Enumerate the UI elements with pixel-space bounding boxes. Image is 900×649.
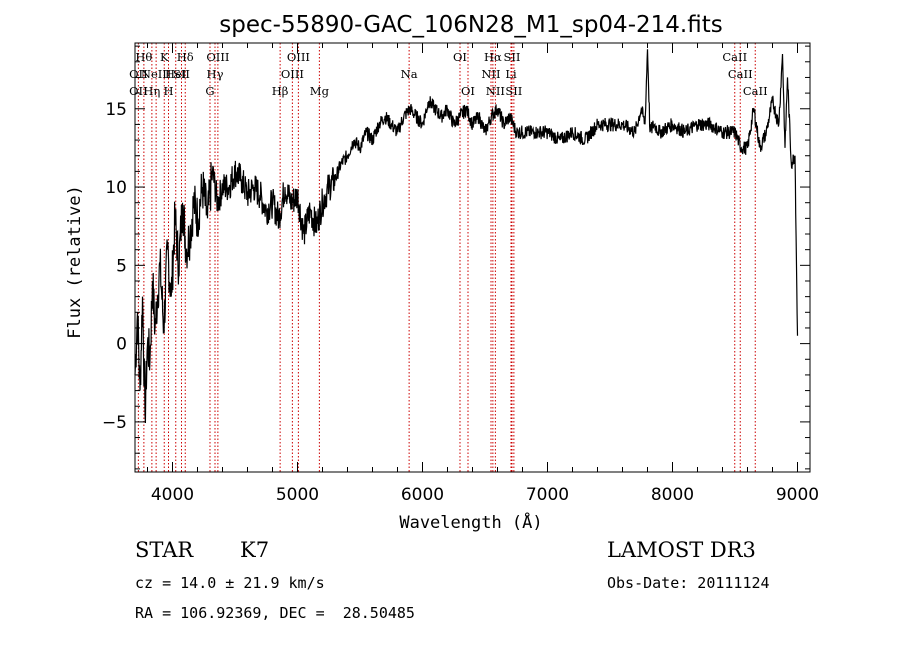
line-label: SII xyxy=(173,67,190,81)
x-tick-label: 6000 xyxy=(401,485,444,505)
line-label: OIII xyxy=(287,50,310,64)
x-tick-label: 5000 xyxy=(276,485,319,505)
x-axis-label: Wavelength (Å) xyxy=(399,511,542,533)
line-label: Na xyxy=(401,67,418,81)
y-tick-label: 0 xyxy=(116,335,127,355)
x-tick-label: 7000 xyxy=(526,485,569,505)
y-tick-label: 5 xyxy=(116,256,127,276)
line-label: Hγ xyxy=(207,67,224,81)
y-tick-label: 10 xyxy=(105,178,127,198)
y-tick-label: −5 xyxy=(102,413,127,433)
line-label: H xyxy=(163,84,173,98)
line-label: CaII xyxy=(728,67,753,81)
line-label: OIII xyxy=(281,67,304,81)
line-label: G xyxy=(205,84,214,98)
line-label: NII xyxy=(486,84,505,98)
line-label: Hη xyxy=(143,84,160,98)
line-label: SII xyxy=(504,50,521,64)
y-axis-ticks: −5 0 5 10 15 xyxy=(102,45,810,470)
line-label: NeIII xyxy=(141,67,172,81)
object-class: STAR xyxy=(135,538,194,562)
survey-name: LAMOST DR3 xyxy=(607,538,756,562)
spectrum-series xyxy=(134,49,799,424)
line-label: CaII xyxy=(722,50,747,64)
redshift-velocity: cz = 14.0 ± 21.9 km/s xyxy=(135,574,325,592)
x-tick-label: 4000 xyxy=(151,485,194,505)
y-tick-label: 15 xyxy=(105,100,127,120)
line-label: HeI xyxy=(165,67,186,81)
y-axis-label: Flux (relative) xyxy=(65,185,85,339)
line-label: Hα xyxy=(484,50,502,64)
spectral-line-labels: HθOIIOIIHηNeIIIKHHeISIIHδGHγOIIIHβOIIIOI… xyxy=(129,50,768,98)
line-label: Hδ xyxy=(177,50,194,64)
x-axis-ticks: 4000 5000 6000 7000 8000 9000 xyxy=(147,43,819,505)
line-label: OIII xyxy=(206,50,229,64)
spectral-line-markers xyxy=(137,43,756,472)
line-label: OI xyxy=(461,84,475,98)
line-label: OI xyxy=(453,50,467,64)
line-label: K xyxy=(160,50,169,64)
line-label: CaII xyxy=(743,84,768,98)
chart-title: spec-55890-GAC_106N28_M1_sp04-214.fits xyxy=(219,12,722,38)
plot-frame xyxy=(134,42,811,473)
line-label: OII xyxy=(129,67,148,81)
line-label: OII xyxy=(129,84,148,98)
line-label: SII xyxy=(505,84,522,98)
spectral-subclass: K7 xyxy=(240,538,270,562)
line-label: NII xyxy=(481,67,500,81)
x-tick-label: 8000 xyxy=(651,485,694,505)
coordinates: RA = 106.92369, DEC = 28.50485 xyxy=(135,604,415,622)
observation-date: Obs-Date: 20111124 xyxy=(607,574,770,592)
line-label: Hθ xyxy=(135,50,152,64)
line-label: Mg xyxy=(310,84,330,98)
line-label: Hβ xyxy=(272,84,289,98)
x-tick-label: 9000 xyxy=(776,485,819,505)
line-label: Li xyxy=(505,67,517,81)
